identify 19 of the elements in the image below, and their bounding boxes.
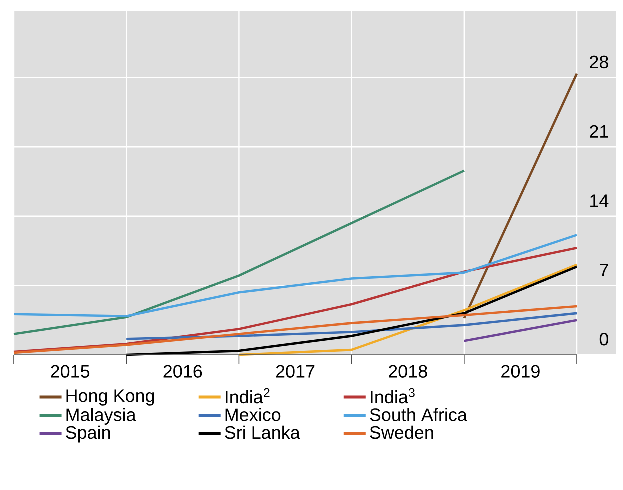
legend-label: Hong Kong [66,390,154,406]
y-tick-label: 21 [590,125,608,138]
legend-label: Malaysia [66,408,136,425]
legend-label: Sri Lanka [225,426,300,440]
y-tick-label: 28 [590,56,608,69]
legend-label: India$^{3}$ [371,388,415,404]
x-tick-label: 2019 [502,365,540,378]
legend-label: Mexico [226,408,281,422]
x-tick-label: 2017 [276,365,315,378]
x-tick-label: 2016 [164,365,202,378]
x-tick-label: 2015 [51,365,90,378]
x-tick-label: 2018 [388,365,428,378]
y-tick-label: 14 [590,194,609,208]
legend-label: Sweden [370,426,434,440]
y-tick-label: 7 [600,264,608,276]
legend-label: South Africa [370,408,468,422]
legend-label: India$^{2}$ [226,388,270,404]
legend-label: Spain [66,426,110,443]
y-tick-label: 0 [600,333,609,346]
